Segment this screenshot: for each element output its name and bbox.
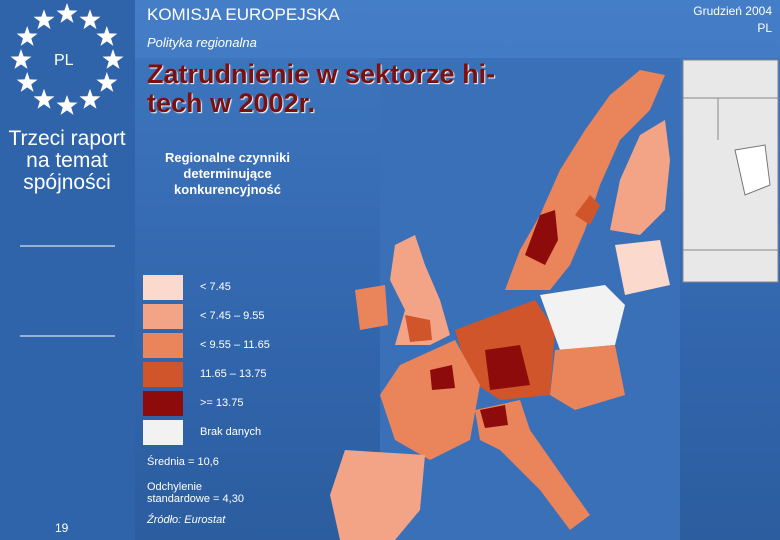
slide-subtitle: Regionalne czynniki determinujące konkur…	[165, 150, 290, 197]
eu-flag-stars	[10, 3, 124, 115]
legend-label: >= 13.75	[200, 397, 244, 409]
flag-star	[102, 49, 124, 69]
legend-label: 11.65 – 13.75	[200, 368, 267, 380]
slide-title: Zatrudnienie w sektorze hi-tech w 2002r.	[147, 59, 496, 118]
page-number: 19	[55, 521, 69, 535]
date: Grudzień 2004	[693, 4, 772, 18]
legend-label: Brak danych	[200, 426, 262, 438]
region-paris	[430, 365, 455, 390]
organization: KOMISJA EUROPEJSKA	[147, 5, 340, 24]
flag-star	[56, 3, 78, 23]
region-poland	[540, 285, 625, 350]
flag-star	[79, 88, 101, 109]
region-ireland	[355, 285, 388, 330]
std-dev: Odchylenie standardowe = 4,30	[147, 481, 244, 505]
flag-star	[10, 49, 32, 69]
flag-star	[79, 9, 101, 30]
region-italy	[475, 400, 590, 530]
region-france	[380, 340, 480, 460]
region-finland	[610, 120, 670, 235]
region-stockholm	[575, 195, 600, 225]
region-scandinavia-capital	[525, 210, 558, 265]
region-north-italy	[480, 405, 508, 428]
legend-swatch	[143, 304, 183, 329]
legend-label: < 7.45	[200, 281, 231, 293]
flag-star	[33, 9, 55, 30]
report-title: Trzeci raport na temat spójności	[8, 127, 126, 194]
department: Polityka regionalna	[147, 35, 257, 50]
legend-swatch	[143, 420, 183, 445]
region-uk	[390, 235, 450, 345]
insets	[682, 59, 779, 283]
region-germany-core	[485, 345, 530, 390]
flag-star	[33, 88, 55, 109]
region-central	[550, 345, 625, 410]
legend-label: < 7.45 – 9.55	[200, 310, 265, 322]
flag-star	[16, 26, 38, 46]
source: Źródło: Eurostat	[147, 514, 226, 526]
mean: Średnia = 10,6	[147, 456, 219, 468]
flag-label: PL	[54, 52, 74, 69]
flag-star	[96, 72, 118, 92]
flag-star	[96, 26, 118, 46]
legend-swatch	[143, 275, 183, 300]
legend-swatch	[143, 391, 183, 416]
legend-swatch	[143, 362, 183, 387]
flag-star	[56, 95, 78, 115]
flag-star	[16, 72, 38, 92]
country: PL	[757, 21, 772, 35]
inset-island	[734, 144, 771, 196]
europe-regions	[330, 70, 670, 540]
legend-swatch	[143, 333, 183, 358]
region-iberia	[330, 450, 425, 540]
region-baltics	[615, 240, 670, 295]
legend-label: < 9.55 – 11.65	[200, 339, 270, 351]
region-southeast-uk	[405, 315, 432, 342]
header-banner	[135, 0, 780, 58]
